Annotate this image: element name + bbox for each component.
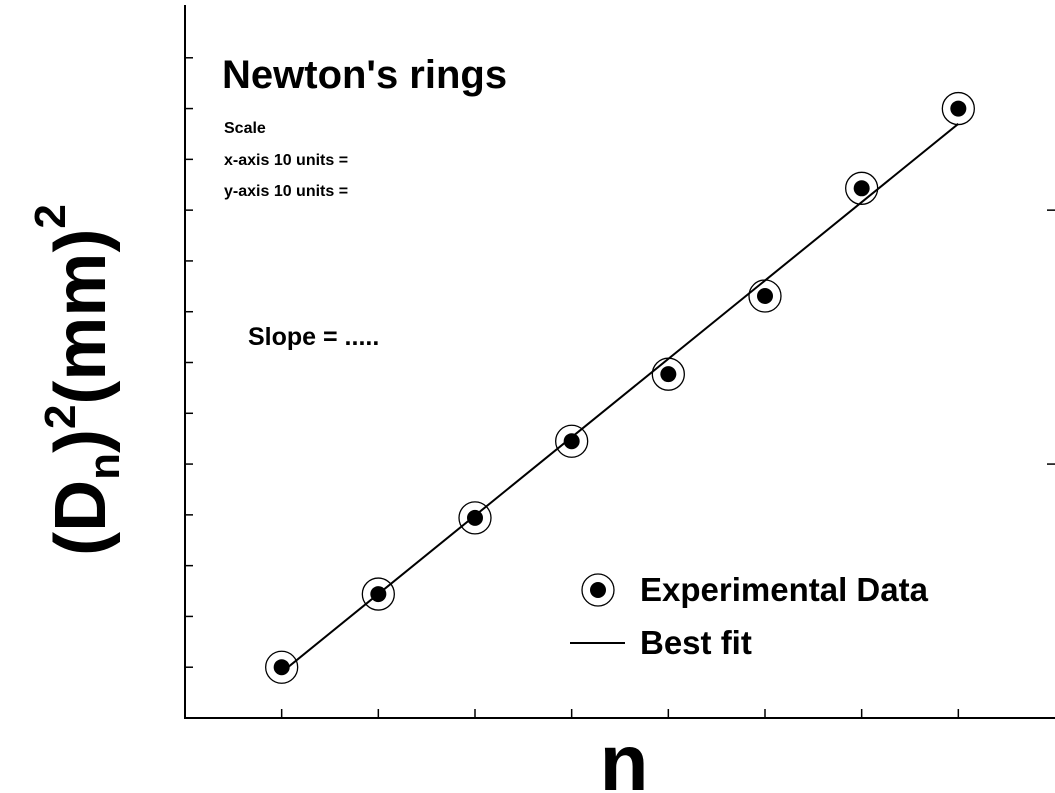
marker-ring — [265, 650, 299, 684]
y-label-part: (mm) — [41, 229, 121, 405]
marker-ring — [458, 501, 492, 535]
y-label-part: ) — [41, 429, 121, 453]
x-axis-label: n — [600, 718, 649, 793]
annotation: y-axis 10 units = — [224, 183, 348, 200]
marker-dot — [590, 582, 606, 598]
y-label-sup: 2 — [36, 405, 85, 429]
marker-dot — [757, 287, 773, 304]
marker-dot — [467, 509, 483, 526]
legend-label: Best fit — [640, 624, 752, 661]
annotation: Scale — [224, 120, 266, 137]
annotation: x-axis 10 units = — [224, 152, 348, 169]
marker-ring — [555, 424, 589, 458]
marker-ring — [581, 573, 615, 607]
y-axis-label: (Dn)2(mm)2 — [26, 204, 129, 556]
marker-ring — [361, 577, 395, 611]
marker-dot — [950, 100, 967, 117]
legend-label: Experimental Data — [640, 571, 929, 608]
annotation: Slope = ..... — [248, 323, 379, 351]
marker-dot — [853, 180, 870, 197]
y-label-part: (D — [41, 480, 121, 556]
y-label-sub: n — [80, 453, 129, 480]
marker-dot — [273, 659, 290, 676]
marker-dot — [660, 366, 677, 383]
marker-dot — [563, 433, 580, 450]
fit-line — [281, 123, 959, 674]
chart-title: Newton's rings — [222, 53, 507, 97]
y-label-sup: 2 — [26, 204, 75, 228]
